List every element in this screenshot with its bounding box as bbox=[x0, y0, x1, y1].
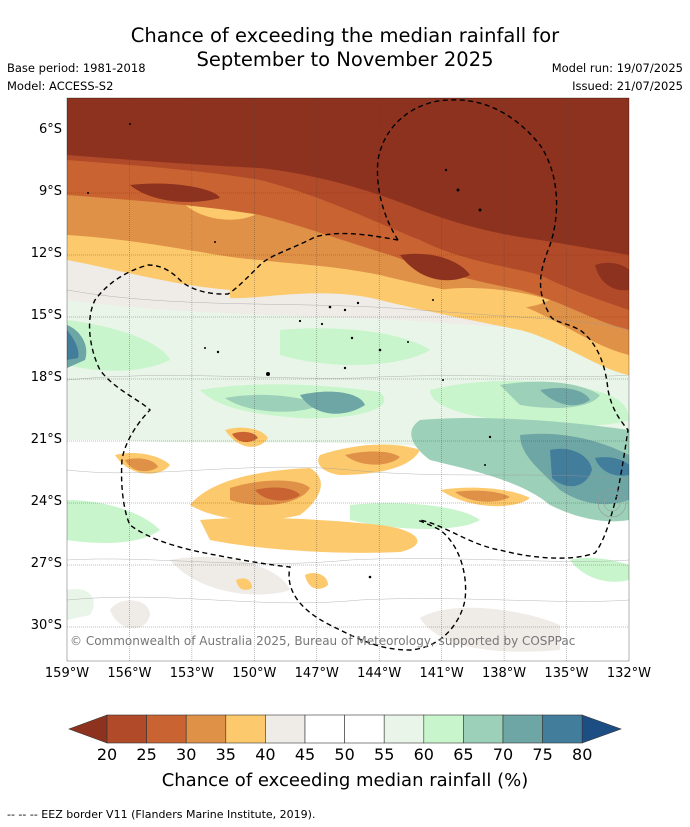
colorbar-tick-label: 80 bbox=[572, 745, 593, 764]
islands bbox=[87, 123, 492, 579]
lat-label: 15°S bbox=[30, 308, 62, 323]
lon-label: 141°W bbox=[419, 666, 464, 681]
lon-label: 156°W bbox=[107, 666, 152, 681]
colorbar-tick-label: 35 bbox=[215, 745, 236, 764]
lat-label: 30°S bbox=[30, 618, 62, 633]
colorbar-bin bbox=[542, 714, 583, 744]
colorbar-bin bbox=[225, 714, 266, 744]
colorbar-bin bbox=[146, 714, 187, 744]
lon-label: 159°W bbox=[44, 666, 90, 681]
eez-footnote: -- -- -- EEZ border V11 (Flanders Marine… bbox=[7, 808, 316, 821]
title-line-2: September to November 2025 bbox=[196, 48, 494, 71]
colorbar-bin bbox=[304, 714, 345, 744]
colorbar-tick-label: 50 bbox=[334, 745, 355, 764]
colorbar-tick-label: 65 bbox=[453, 745, 474, 764]
lon-label: 138°W bbox=[481, 666, 527, 681]
colorbar-tick-label: 70 bbox=[492, 745, 514, 764]
colorbar-tick-label: 25 bbox=[136, 745, 157, 764]
meta-right: Model run: 19/07/2025 Issued: 21/07/2025 bbox=[552, 59, 683, 95]
lat-label: 6°S bbox=[38, 122, 62, 137]
model-name: Model: ACCESS-S2 bbox=[7, 79, 114, 93]
gridlines bbox=[67, 98, 629, 661]
colorbar-bin bbox=[185, 714, 227, 744]
colorbar-bin bbox=[106, 714, 147, 744]
lon-label: 132°W bbox=[606, 666, 652, 681]
colorbar-low-arrow bbox=[68, 714, 108, 744]
meta-left: Base period: 1981-2018 Model: ACCESS-S2 bbox=[7, 59, 146, 95]
colorbar-tick-label: 40 bbox=[255, 745, 276, 764]
lat-label: 9°S bbox=[38, 184, 62, 199]
colorbar-tick-label: 30 bbox=[176, 745, 197, 764]
colorbar-high-arrow bbox=[581, 714, 622, 744]
lat-label: 24°S bbox=[30, 494, 62, 509]
map-title: Chance of exceeding the median rainfall … bbox=[0, 24, 690, 72]
colorbar-bin bbox=[265, 714, 306, 744]
colorbar-label: Chance of exceeding median rainfall (%) bbox=[161, 770, 529, 791]
issued-date: Issued: 21/07/2025 bbox=[572, 79, 683, 93]
title-line-1: Chance of exceeding the median rainfall … bbox=[130, 24, 560, 47]
colorbar-tick-label: 55 bbox=[374, 745, 395, 764]
colorbar-bin bbox=[463, 714, 504, 744]
map-frame bbox=[66, 97, 630, 662]
colorbar-bin bbox=[502, 714, 543, 744]
lat-label: 18°S bbox=[30, 370, 62, 385]
colorbar bbox=[68, 714, 622, 744]
colorbar-tick-label: 20 bbox=[96, 745, 118, 764]
lat-label: 12°S bbox=[30, 246, 62, 261]
lon-label: 144°W bbox=[357, 666, 402, 681]
lon-label: 135°W bbox=[544, 666, 589, 681]
model-run: Model run: 19/07/2025 bbox=[551, 61, 683, 75]
lon-label: 147°W bbox=[294, 666, 339, 681]
lat-label: 21°S bbox=[30, 432, 62, 447]
colorbar-bin bbox=[344, 714, 385, 744]
base-period: Base period: 1981-2018 bbox=[7, 61, 146, 75]
lon-label: 150°W bbox=[232, 666, 277, 681]
colorbar-bin bbox=[383, 714, 425, 744]
copyright-notice: © Commonwealth of Australia 2025, Bureau… bbox=[70, 634, 576, 648]
eez-borders bbox=[88, 99, 629, 651]
lon-label: 153°W bbox=[169, 666, 214, 681]
colorbar-tick-label: 75 bbox=[532, 745, 553, 764]
colorbar-tick-label: 45 bbox=[294, 745, 316, 764]
lat-label: 27°S bbox=[30, 556, 62, 571]
colorbar-tick-label: 60 bbox=[413, 745, 434, 764]
colorbar-bin bbox=[423, 714, 464, 744]
map-plot-area bbox=[67, 98, 629, 661]
